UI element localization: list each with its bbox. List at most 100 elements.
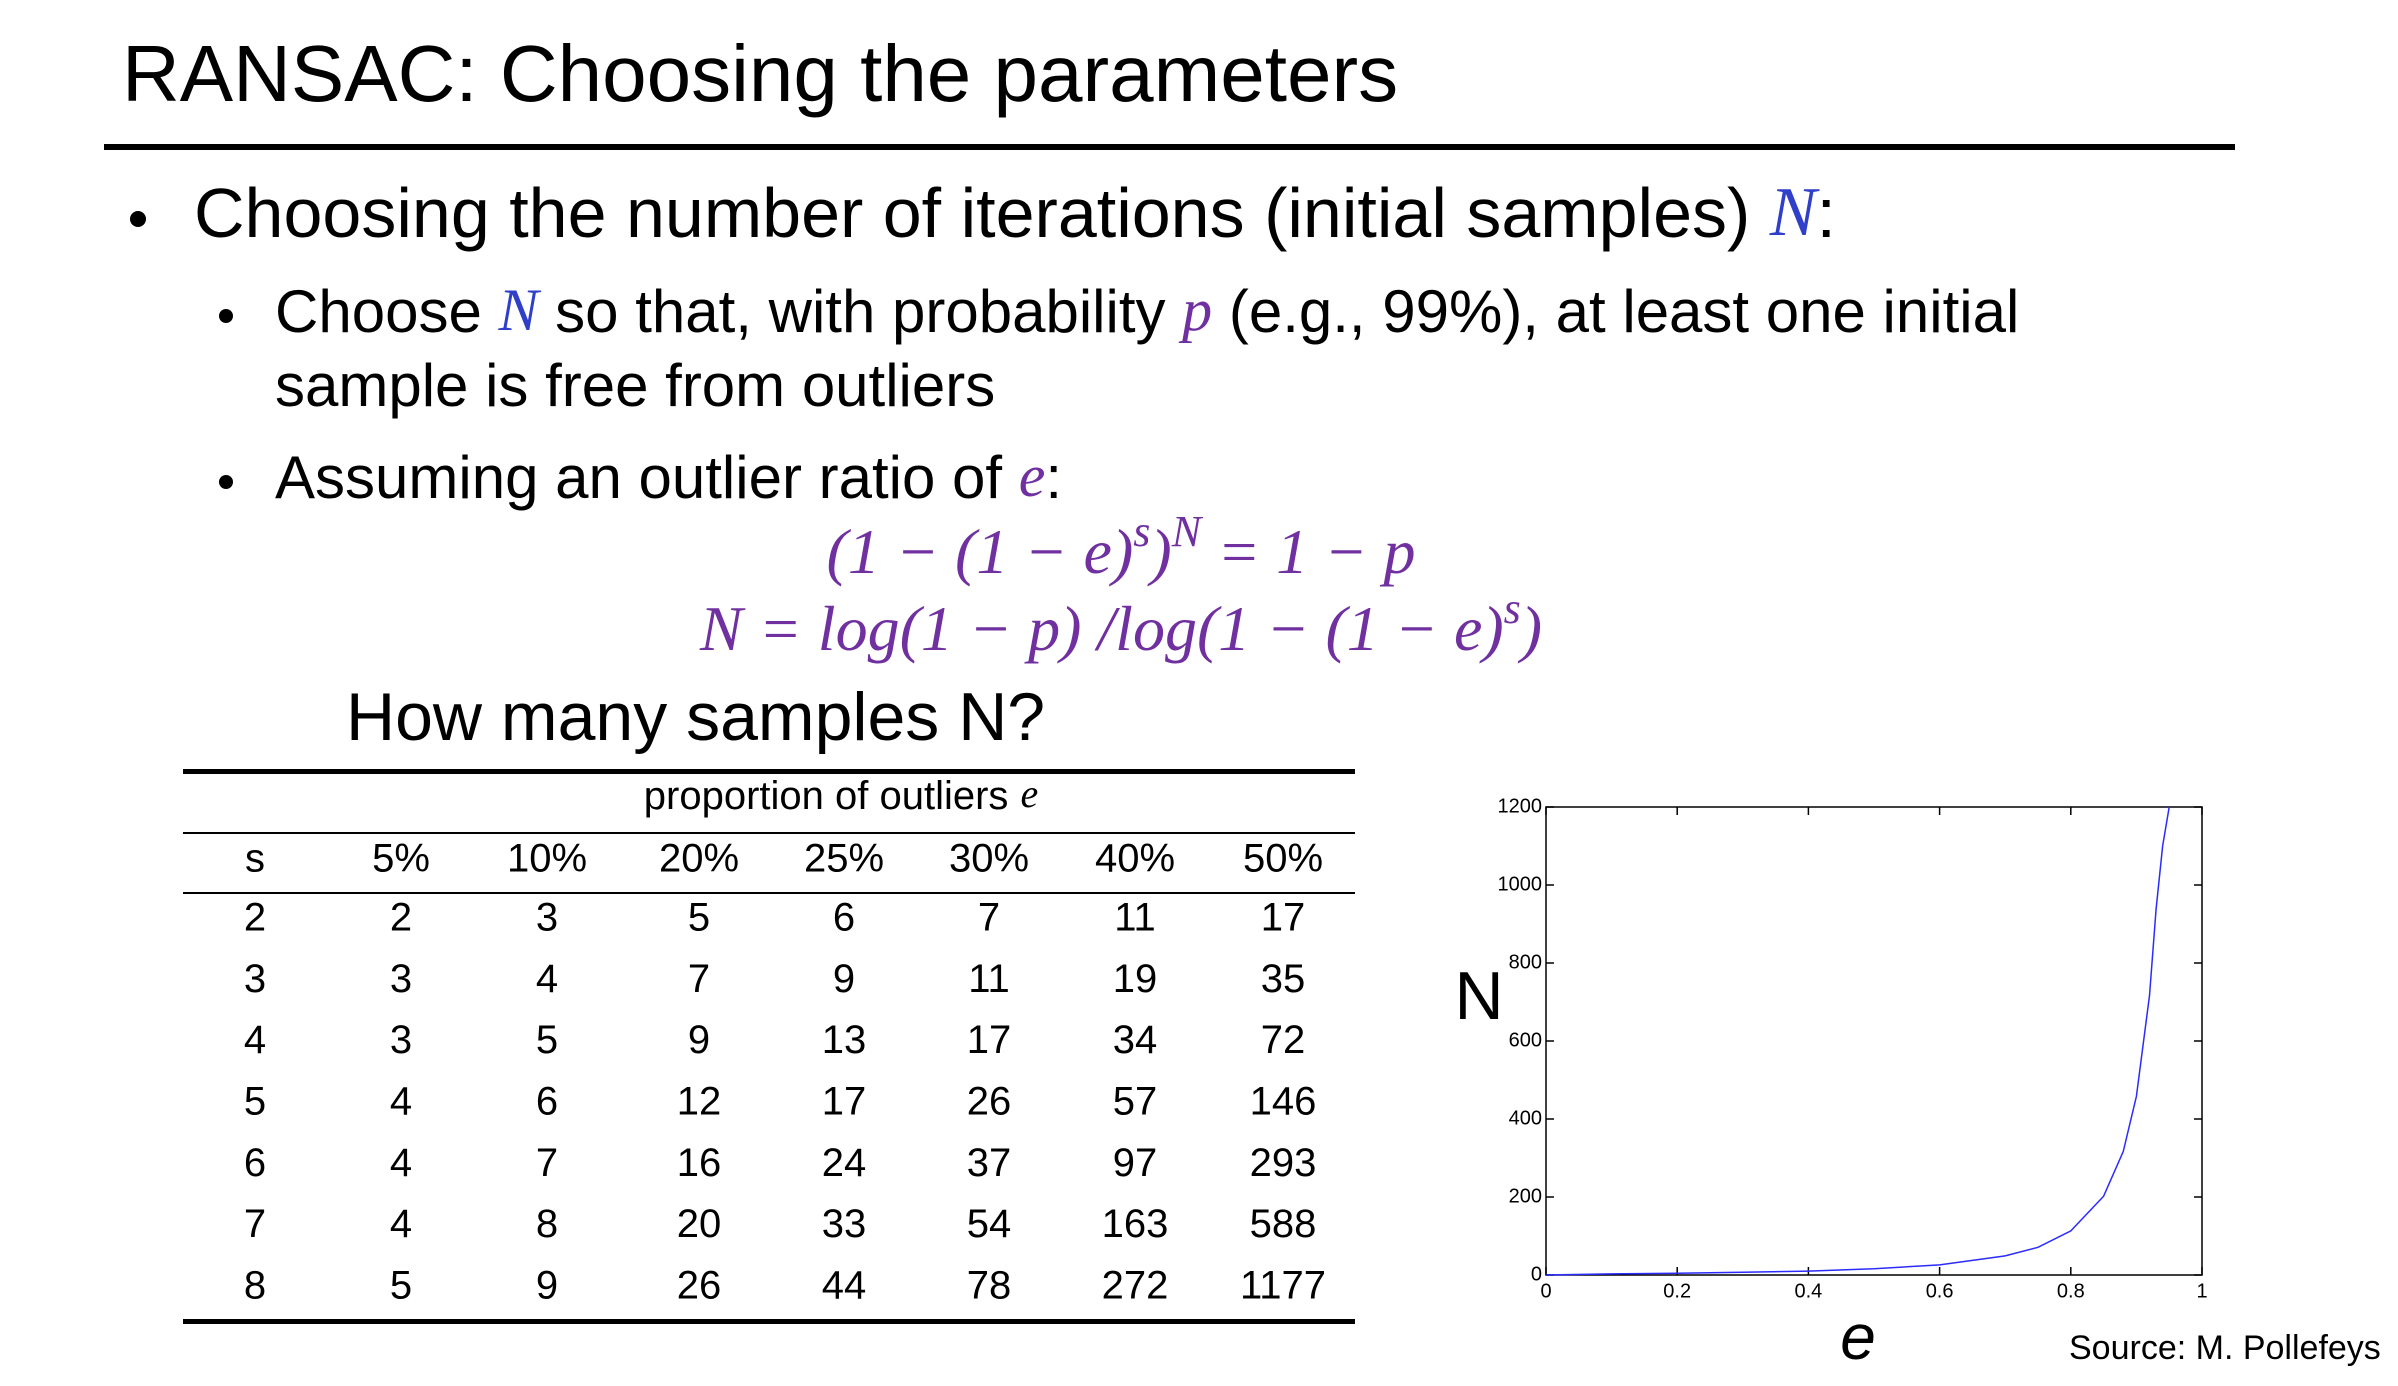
table-cell: 293 [1250,1141,1317,1185]
table-rule [183,769,1355,774]
y-tick-label: 800 [1509,951,1542,973]
table-cell: 5 [688,896,710,940]
bullet-text: : [1045,444,1062,511]
table: s 5% 10% 20% 25% 30% 40% 50%2 2 3 5 6 7 11 173 3 4 7 9 11 19… [244,837,1326,1308]
table-cell: 4 [536,957,558,1001]
column-header: 10% [507,837,587,881]
bullet-text: Choosing the number of iterations (initi… [194,174,1770,252]
column-header: 50% [1243,837,1323,881]
table-cell: 4 [390,1141,412,1185]
y-tick-label: 1200 [1498,795,1543,817]
table-cell: 33 [822,1202,867,1246]
bullet-text: Choose [275,278,498,345]
x-tick-label: 0.6 [1926,1280,1954,1302]
formula-sup: s [1504,584,1521,633]
table-cell: 3 [536,896,558,940]
table-cell: 7 [978,896,1000,940]
formula-part: ) [1517,593,1542,664]
sub-bullet: Assuming an outlier ratio of e: [275,443,1062,511]
table-cell: 588 [1250,1202,1317,1246]
table-cell: 54 [967,1202,1012,1246]
table-cell: 16 [677,1141,722,1185]
table-cell: 7 [688,957,710,1001]
table-cell: 5 [390,1263,412,1307]
table-cell: 3 [390,1018,412,1062]
table-cell: 24 [822,1141,867,1185]
table-caption: How many samples N? [346,679,1045,755]
table-cell: 9 [536,1263,558,1307]
table-cell: 35 [1261,957,1306,1001]
table-cell: 19 [1113,957,1158,1001]
y-tick-label: 400 [1509,1107,1542,1129]
table-cell: 4 [244,1018,266,1062]
table-cell: 6 [244,1141,266,1185]
table-cell: 97 [1113,1141,1158,1185]
math-var: N [497,277,541,343]
column-header: 40% [1095,837,1175,881]
x-tick-label: 0.8 [2057,1280,2085,1302]
table-cell: 9 [833,957,855,1001]
x-tick-label: 1 [2196,1280,2207,1302]
table-cell: 11 [1114,896,1156,940]
table-cell: 13 [822,1018,867,1062]
y-tick-label: 1000 [1498,873,1543,895]
bullet-text: (e.g., 99%), at least one initial [1212,278,2019,345]
sub-bullet: Choose N so that, with probability p (e.… [275,277,2019,345]
column-header: s [245,837,265,881]
table-cell: 2 [244,896,266,940]
table-cell: 8 [244,1263,266,1307]
table-cell: 7 [536,1141,558,1185]
y-axis-label: N [1454,958,1503,1034]
header-text: proportion of outliers [644,774,1009,818]
x-tick-label: 0.4 [1794,1280,1822,1302]
source: Source: M. Pollefeys [2069,1329,2381,1367]
table-cell: 37 [967,1141,1012,1185]
table-cell: 7 [244,1202,266,1246]
y-tick-label: 200 [1509,1185,1542,1207]
table-rule [183,832,1355,834]
math-var: e [1019,443,1046,509]
sub-bullet-line: sample is free from outliers [275,352,995,419]
column-header: 20% [659,837,739,881]
table-cell: 11 [968,957,1010,1001]
table-cell: 26 [967,1079,1012,1123]
formula: (1 − (1 − e)s)N = 1 − p [827,507,1416,587]
table-cell: 272 [1102,1263,1169,1307]
math-var: e [1020,771,1038,816]
x-tick-label: 0 [1540,1280,1551,1302]
table-cell: 17 [822,1079,867,1123]
bullet-dot [219,475,233,489]
table-cell: 163 [1102,1202,1169,1246]
formula-part: = 1 − p [1201,516,1415,587]
bullet-text: Assuming an outlier ratio of [275,444,1019,511]
formula: N = log(1 − p) /log(1 − (1 − e)s) [699,584,1542,664]
column-header: 25% [804,837,884,881]
x-tick-label: 0.2 [1663,1280,1691,1302]
data-line [1545,806,2170,1276]
table-cell: 3 [244,957,266,1001]
slide-title: RANSAC: Choosing the parameters [122,29,1398,118]
table-cell: 5 [244,1079,266,1123]
formula-part: ) [1146,516,1171,587]
table-cell: 12 [677,1079,722,1123]
table-cell: 3 [390,957,412,1001]
y-tick-label: 600 [1509,1029,1542,1051]
table-rule [183,892,1355,894]
y-tick-label: 0 [1531,1263,1542,1285]
table-group-header: proportion of outliers e [644,771,1038,817]
chart: 0 200 400 600 800 1000 1200 0 0.2 0.4 0.6 0.8 1 Ne [1454,795,2207,1373]
table-cell: 6 [536,1079,558,1123]
table-cell: 26 [677,1263,722,1307]
title-rule [104,144,2235,150]
table-cell: 2 [390,896,412,940]
bullet-text: : [1816,174,1835,252]
table-cell: 4 [390,1079,412,1123]
table-cell: 20 [677,1202,722,1246]
math-var: p [1178,277,1212,343]
table-cell: 5 [536,1018,558,1062]
bullet: Choosing the number of iterations (initi… [194,174,1836,252]
formula-sup: N [1171,507,1204,556]
table-cell: 8 [536,1202,558,1246]
